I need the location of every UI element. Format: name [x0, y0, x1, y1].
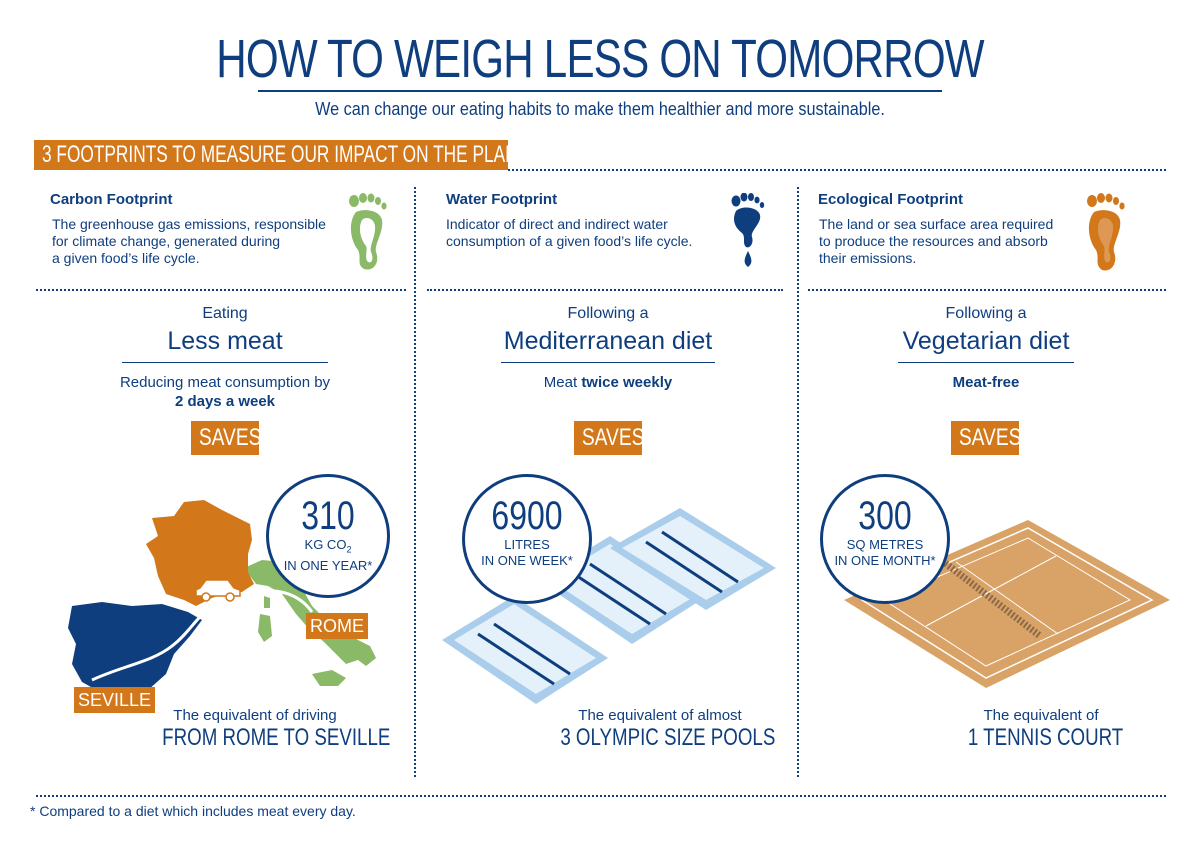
saves-label: SAVES [958, 424, 1022, 451]
stat-unit-subscript: 2 [346, 544, 352, 555]
stat-unit: LITRES [504, 537, 550, 552]
column-pre-text: Following a [567, 305, 649, 322]
divider-bottom [36, 795, 1166, 797]
city-label-seville: SEVILLE [74, 687, 156, 713]
stat-unit-text: KG CO [304, 537, 347, 552]
eco-desc-line: their emissions. [819, 250, 917, 266]
title-underline [258, 90, 942, 92]
ecological-footprint-desc: The land or sea surface area required to… [819, 216, 1089, 267]
column-pre-text: Following a [945, 305, 1027, 322]
column-detail: Meat-free [880, 373, 1092, 392]
column-detail-line: Reducing meat consumption by [119, 374, 331, 391]
column-mediterranean: Following a Mediterranean diet Meat twic… [492, 305, 724, 392]
page-subtitle: We can change our eating habits to make … [315, 99, 885, 119]
carbon-footprint-title: Carbon Footprint [50, 191, 173, 208]
equivalent-value: 3 OLYMPIC SIZE POOLS [560, 724, 776, 751]
car-icon [195, 579, 241, 602]
saves-badge: SAVES [574, 421, 645, 455]
column-pre-text: Eating [202, 305, 248, 322]
divider-vertical-2 [797, 187, 799, 777]
stat-number: 6900 [491, 494, 563, 538]
footnote: * Compared to a diet which includes meat… [30, 803, 356, 819]
stat-unit: SQ METRES [846, 537, 924, 552]
eco-desc-line: The land or sea surface area required [819, 216, 1054, 232]
stat-period: IN ONE YEAR* [283, 557, 373, 573]
green-footprint-icon [349, 193, 387, 270]
city-label-rome: ROME [306, 613, 368, 639]
column-detail-plain: Meat [543, 374, 582, 391]
tennis-court-illustration [844, 520, 1170, 688]
saves-label: SAVES [581, 424, 645, 451]
page-title: HOW TO WEIGH LESS ON TOMORROW [216, 29, 984, 89]
stat-number: 310 [301, 494, 355, 538]
column-vegetarian: Following a Vegetarian diet Meat-free [880, 305, 1092, 392]
ecological-footprint-title: Ecological Footprint [818, 191, 963, 208]
water-desc-line: Indicator of direct and indirect water [446, 216, 668, 232]
equivalent-intro: The equivalent of almost [578, 707, 742, 724]
column-less-meat: Eating Less meat Reducing meat consumpti… [110, 305, 340, 411]
divider-top [508, 169, 1166, 171]
column-heading: Mediterranean diet [503, 327, 713, 355]
column-rule [501, 362, 715, 363]
divider-vertical-1 [414, 187, 416, 777]
section-banner-label: 3 FOOTPRINTS TO MEASURE OUR IMPACT ON TH… [42, 141, 508, 168]
stat-bubble-co2: 310 KG CO2 IN ONE YEAR* [266, 474, 390, 598]
carbon-footprint-desc: The greenhouse gas emissions, responsibl… [52, 216, 342, 267]
column-detail: Reducing meat consumption by 2 days a we… [110, 373, 340, 411]
carbon-desc-line: a given food’s life cycle. [52, 250, 200, 266]
water-desc-line: consumption of a given food’s life cycle… [446, 233, 693, 249]
divider-mid-2 [427, 289, 783, 291]
water-drop-footprint-icon [731, 193, 765, 267]
column-detail-bold: 2 days a week [174, 393, 276, 410]
stat-bubble-water: 6900 LITRES IN ONE WEEK* [462, 474, 592, 604]
carbon-desc-line: for climate change, generated during [52, 233, 281, 249]
column-rule [122, 362, 328, 363]
water-footprint-title: Water Footprint [446, 191, 558, 208]
column-detail: Meat twice weekly [492, 373, 724, 392]
column-detail-bold: Meat-free [952, 374, 1020, 391]
water-footprint-desc: Indicator of direct and indirect water c… [446, 216, 736, 250]
eco-desc-line: to produce the resources and absorb [819, 233, 1048, 249]
saves-badge: SAVES [191, 421, 262, 455]
equivalent-rome-seville: The equivalent of driving FROM ROME TO S… [130, 707, 390, 752]
stat-number: 300 [858, 494, 912, 538]
equivalent-tennis-court: The equivalent of 1 TENNIS COURT [946, 707, 1136, 752]
column-heading: Less meat [167, 327, 283, 355]
stat-period: IN ONE WEEK* [481, 553, 573, 568]
equivalent-value: FROM ROME TO SEVILLE [162, 724, 391, 751]
carbon-desc-line: The greenhouse gas emissions, responsibl… [52, 216, 326, 232]
saves-label: SAVES [198, 424, 262, 451]
column-heading: Vegetarian diet [902, 327, 1070, 355]
equivalent-value: 1 TENNIS COURT [967, 724, 1124, 751]
divider-mid-1 [36, 289, 406, 291]
section-banner: 3 FOOTPRINTS TO MEASURE OUR IMPACT ON TH… [34, 140, 508, 170]
column-rule [898, 362, 1074, 363]
equivalent-pools: The equivalent of almost 3 OLYMPIC SIZE … [530, 707, 790, 752]
europe-map-illustration [68, 500, 376, 694]
stat-period: IN ONE MONTH* [834, 553, 936, 568]
column-detail-bold: twice weekly [581, 374, 673, 391]
stat-bubble-land: 300 SQ METRES IN ONE MONTH* [820, 474, 950, 604]
divider-mid-3 [808, 289, 1166, 291]
orange-footprint-icon [1087, 193, 1125, 271]
stat-unit: KG CO2 [269, 537, 387, 558]
equivalent-intro: The equivalent of driving [173, 707, 337, 724]
equivalent-intro: The equivalent of [983, 707, 1099, 724]
saves-badge: SAVES [951, 421, 1022, 455]
